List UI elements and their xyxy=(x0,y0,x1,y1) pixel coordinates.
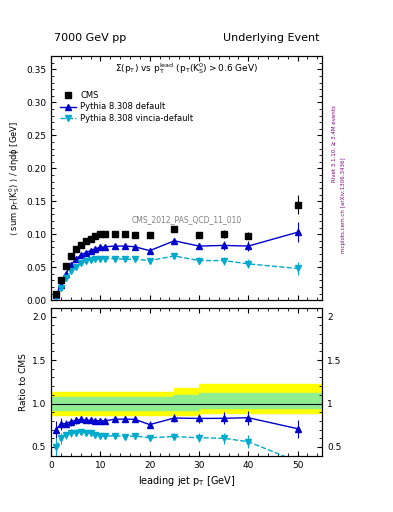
Text: mcplots.cern.ch [arXiv:1306.3436]: mcplots.cern.ch [arXiv:1306.3436] xyxy=(341,157,346,252)
Text: Rivet 3.1.10, ≥ 3.4M events: Rivet 3.1.10, ≥ 3.4M events xyxy=(332,105,337,182)
Text: Underlying Event: Underlying Event xyxy=(223,33,320,43)
Text: 7000 GeV pp: 7000 GeV pp xyxy=(54,33,126,43)
Text: $\Sigma(p_T)$ vs $p_T^{lead}$ $(p_T(K_S^0) > 0.6$ GeV$)$: $\Sigma(p_T)$ vs $p_T^{lead}$ $(p_T(K_S^… xyxy=(115,61,258,76)
Y-axis label: $\langle$ sum $p_T(K_S^0)$ $\rangle$ / d$\eta$d$\phi$ [GeV]: $\langle$ sum $p_T(K_S^0)$ $\rangle$ / d… xyxy=(7,121,22,236)
Legend: CMS, Pythia 8.308 default, Pythia 8.308 vincia-default: CMS, Pythia 8.308 default, Pythia 8.308 … xyxy=(58,90,195,124)
Text: CMS_2012_PAS_QCD_11_010: CMS_2012_PAS_QCD_11_010 xyxy=(132,215,242,224)
Y-axis label: Ratio to CMS: Ratio to CMS xyxy=(19,353,28,411)
X-axis label: leading jet $p_T$ [GeV]: leading jet $p_T$ [GeV] xyxy=(138,474,235,488)
